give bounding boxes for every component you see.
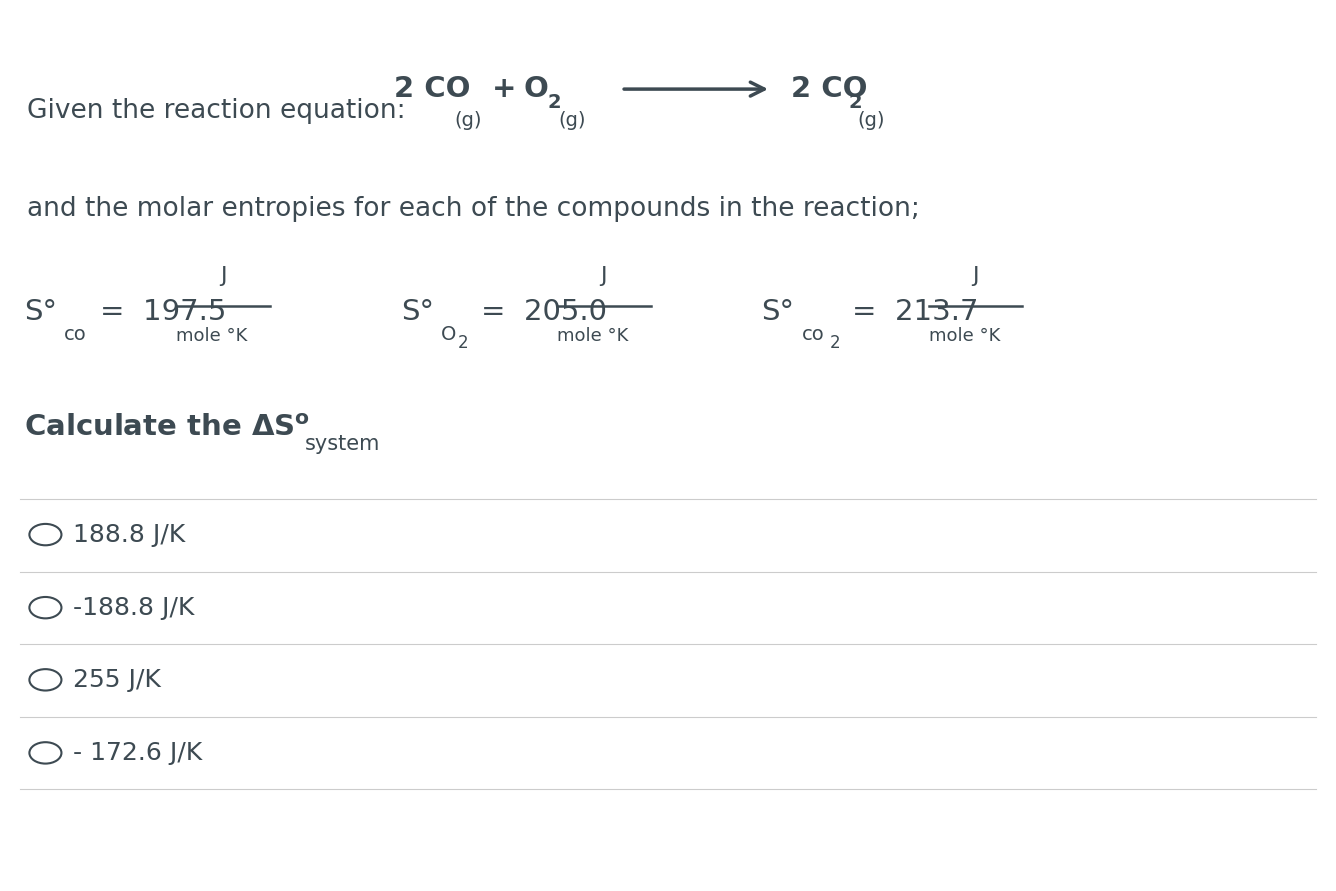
Text: +: +	[492, 75, 516, 103]
Text: -188.8 J/K: -188.8 J/K	[73, 596, 195, 619]
Text: O: O	[441, 324, 457, 344]
Text: mole °K: mole °K	[929, 327, 999, 345]
Text: =  197.5: = 197.5	[100, 298, 227, 326]
Text: J: J	[973, 266, 978, 286]
Text: 255 J/K: 255 J/K	[73, 668, 162, 691]
Text: mole °K: mole °K	[557, 327, 628, 345]
Text: 2 CO: 2 CO	[791, 75, 867, 103]
Text: =  205.0: = 205.0	[481, 298, 607, 326]
Text: 2: 2	[830, 334, 840, 352]
Text: 2: 2	[848, 93, 862, 112]
Text: 2: 2	[458, 334, 469, 352]
Text: J: J	[601, 266, 607, 286]
Text: S°: S°	[401, 298, 434, 326]
Text: =  213.7: = 213.7	[852, 298, 979, 326]
Text: (g): (g)	[858, 110, 886, 130]
Text: system: system	[305, 434, 379, 454]
Text: and the molar entropies for each of the compounds in the reaction;: and the molar entropies for each of the …	[27, 196, 919, 223]
Text: 188.8 J/K: 188.8 J/K	[73, 523, 186, 546]
Text: co: co	[64, 324, 87, 344]
Text: S°: S°	[762, 298, 795, 326]
Text: Given the reaction equation:: Given the reaction equation:	[27, 98, 405, 125]
Text: co: co	[802, 324, 824, 344]
Text: - 172.6 J/K: - 172.6 J/K	[73, 741, 203, 764]
Text: O: O	[524, 75, 549, 103]
Text: Calculate the $\mathbf{\Delta S^{o}}$: Calculate the $\mathbf{\Delta S^{o}}$	[24, 413, 310, 442]
Text: mole °K: mole °K	[176, 327, 247, 345]
Text: J: J	[220, 266, 226, 286]
Text: (g): (g)	[454, 110, 482, 130]
Text: 2: 2	[548, 93, 561, 112]
Text: S°: S°	[24, 298, 57, 326]
Text: 2 CO: 2 CO	[394, 75, 470, 103]
Text: (g): (g)	[558, 110, 587, 130]
